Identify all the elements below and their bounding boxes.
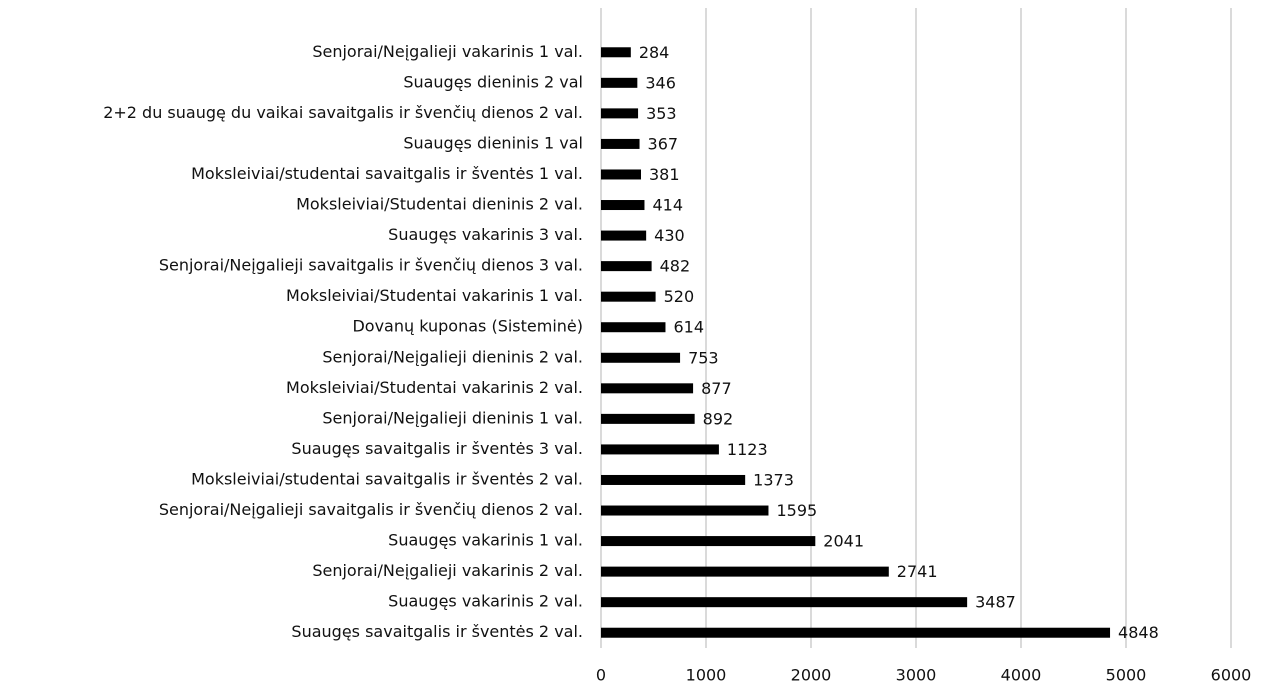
bar (601, 352, 681, 363)
y-tick-label: Moksleiviai/Studentai vakarinis 1 val. (286, 286, 583, 305)
y-tick-label: 2+2 du suaugę du vaikai savaitgalis ir š… (103, 103, 583, 122)
bar (601, 291, 656, 302)
value-label: 614 (673, 318, 704, 337)
bar (601, 47, 631, 58)
bar (601, 169, 642, 180)
y-tick-label: Suaugęs vakarinis 2 val. (388, 592, 583, 611)
bar (601, 566, 889, 577)
bar (601, 108, 639, 119)
value-label: 482 (660, 257, 691, 276)
value-label: 1595 (776, 501, 817, 520)
y-tick-label: Suaugęs savaitgalis ir šventės 3 val. (291, 439, 583, 458)
value-label: 367 (648, 134, 679, 153)
value-label: 353 (646, 104, 677, 123)
y-tick-label: Moksleiviai/studentai savaitgalis ir šve… (191, 164, 583, 183)
y-tick-label: Suaugęs dieninis 2 val (403, 72, 583, 91)
y-tick-label: Moksleiviai/Studentai vakarinis 2 val. (286, 378, 583, 397)
bar (601, 322, 666, 333)
x-tick-label: 0 (596, 666, 606, 685)
y-tick-label: Moksleiviai/studentai savaitgalis ir šve… (191, 469, 583, 488)
value-label: 284 (639, 43, 670, 62)
y-tick-label: Dovanų kuponas (Sisteminė) (352, 317, 583, 336)
value-label: 4848 (1118, 623, 1159, 642)
y-tick-label: Senjorai/Neįgalieji vakarinis 1 val. (312, 42, 583, 61)
bar (601, 200, 645, 211)
value-label: 2741 (897, 562, 938, 581)
bar (601, 230, 647, 241)
value-label: 877 (701, 379, 732, 398)
bar (601, 138, 640, 149)
y-tick-label: Suaugęs dieninis 1 val (403, 133, 583, 152)
bar (601, 413, 695, 424)
bar (601, 261, 652, 272)
value-label: 1123 (727, 440, 768, 459)
x-tick-label: 1000 (686, 666, 727, 685)
bar (601, 627, 1111, 638)
value-label: 1373 (753, 470, 794, 489)
bar (601, 474, 746, 485)
bar (601, 505, 769, 516)
x-tick-label: 3000 (896, 666, 937, 685)
value-label: 753 (688, 348, 719, 367)
x-tick-label: 2000 (791, 666, 832, 685)
x-tick-label: 6000 (1211, 666, 1252, 685)
value-label: 381 (649, 165, 680, 184)
y-tick-label: Moksleiviai/Studentai dieninis 2 val. (296, 195, 583, 214)
x-tick-label: 4000 (1001, 666, 1042, 685)
value-label: 520 (664, 287, 695, 306)
value-label: 2041 (823, 532, 864, 551)
y-tick-label: Senjorai/Neįgalieji vakarinis 2 val. (312, 561, 583, 580)
x-tick-label: 5000 (1106, 666, 1147, 685)
y-tick-label: Suaugęs savaitgalis ir šventės 2 val. (291, 622, 583, 641)
value-label: 3487 (975, 593, 1016, 612)
bar (601, 444, 719, 455)
y-tick-label: Suaugęs vakarinis 3 val. (388, 225, 583, 244)
bar (601, 536, 816, 547)
bar (601, 383, 694, 394)
value-label: 414 (652, 196, 683, 215)
y-tick-label: Senjorai/Neįgalieji dieninis 2 val. (322, 347, 583, 366)
value-label: 430 (654, 226, 685, 245)
y-tick-label: Suaugęs vakarinis 1 val. (388, 531, 583, 550)
y-tick-label: Senjorai/Neįgalieji dieninis 1 val. (322, 408, 583, 427)
bar (601, 77, 638, 88)
y-tick-label: Senjorai/Neįgalieji savaitgalis ir švenč… (159, 256, 583, 275)
bar (601, 597, 968, 608)
value-label: 892 (703, 409, 734, 428)
y-tick-label: Senjorai/Neįgalieji savaitgalis ir švenč… (159, 500, 583, 519)
value-label: 346 (645, 73, 676, 92)
